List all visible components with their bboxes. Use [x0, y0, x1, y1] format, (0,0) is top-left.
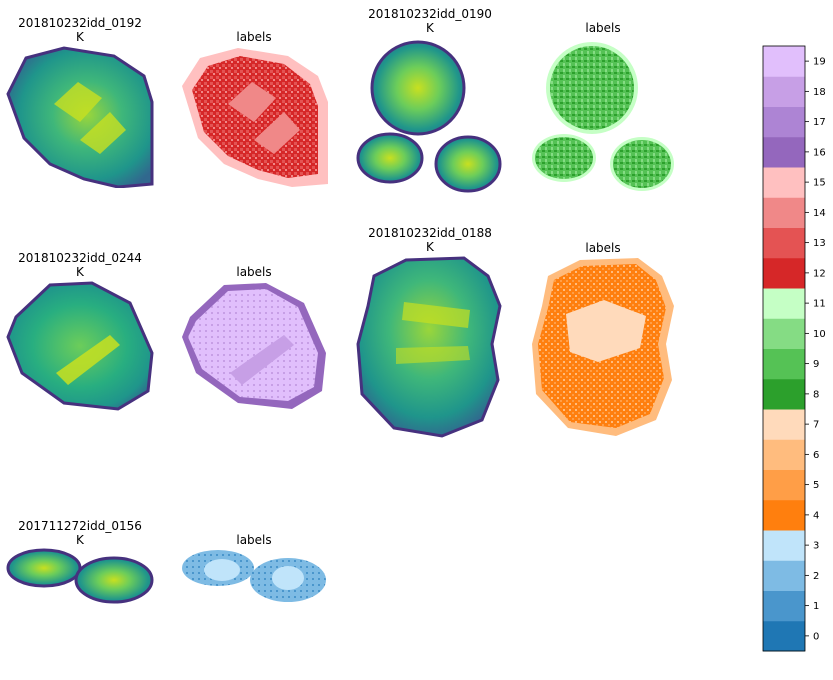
colorbar-tick-label-8: 8	[813, 389, 819, 400]
colorbar-segment-12	[763, 257, 805, 289]
colorbar-tick-label-0: 0	[813, 631, 819, 642]
colorbar-tick-label-3: 3	[813, 541, 819, 552]
colorbar-tick-label-17: 17	[813, 117, 826, 128]
labels-image-0192	[182, 48, 328, 187]
colorbar-segment-8	[763, 378, 805, 410]
colorbar-tick-label-11: 11	[813, 299, 826, 310]
colorbar-tick-label-6: 6	[813, 450, 819, 461]
label-band	[230, 335, 294, 385]
colorbar-tick-label-2: 2	[813, 571, 819, 582]
cell-blob	[6, 281, 154, 411]
label-region	[550, 46, 634, 130]
colorbar-tick-label-7: 7	[813, 420, 819, 431]
colorbar-segment-9	[763, 348, 805, 380]
panel-k-label: K	[426, 240, 434, 254]
labels-title-0156: labels	[236, 533, 271, 547]
bright-band	[396, 346, 470, 364]
labels-title-0192: labels	[236, 30, 271, 44]
labels-title-0244: labels	[236, 265, 271, 279]
colorbar-tick-label-5: 5	[813, 480, 819, 491]
colorbar-tick-label-12: 12	[813, 268, 826, 279]
colorbar-segment-0	[763, 620, 805, 652]
colorbar-segment-1	[763, 590, 805, 622]
sample-title-0156: 201711272idd_0156 K	[18, 519, 142, 547]
sample-name: 201711272idd_0156	[18, 519, 142, 533]
panel-labels-label: labels	[585, 21, 621, 35]
sample-title-0192: 201810232idd_0192 K	[18, 16, 142, 44]
colorbar-tick-label-19: 19	[813, 57, 826, 68]
cell-blob	[434, 135, 502, 193]
colorbar-tick-label-9: 9	[813, 359, 819, 370]
colorbar-segment-17	[763, 106, 805, 138]
bright-band	[56, 335, 120, 385]
sample-name: 201810232idd_0190	[368, 7, 492, 21]
labels-title-0188: labels	[585, 241, 620, 255]
colorbar-tick-label-10: 10	[813, 329, 826, 340]
panel-k-label: K	[426, 21, 434, 35]
label-region	[613, 140, 671, 188]
colorbar-segment-10	[763, 318, 805, 349]
sample-name: 201810232idd_0188	[368, 226, 492, 240]
bright-band	[80, 112, 126, 154]
colorbar-segment-14	[763, 197, 805, 228]
panel-k-label: K	[76, 533, 84, 547]
label-band	[228, 82, 276, 122]
colorbar-tick-label-4: 4	[813, 510, 819, 521]
colorbar-segment-15	[763, 167, 805, 198]
label-core	[566, 300, 646, 362]
colorbar-segment-7	[763, 409, 805, 440]
label-region	[188, 289, 318, 401]
colorbar-frame	[762, 45, 806, 652]
colorbar-tick-label-16: 16	[813, 147, 826, 158]
panel-labels-label: labels	[236, 30, 272, 44]
labels-image-0244	[182, 283, 326, 409]
k-image-0192	[6, 46, 154, 188]
bright-band	[54, 82, 102, 122]
colorbar-segment-19	[763, 46, 805, 77]
colorbar-segment-13	[763, 227, 805, 259]
panel-k-label: K	[76, 30, 84, 44]
colorbar-tick-label-1: 1	[813, 601, 819, 612]
k-image-0156	[6, 548, 154, 604]
cell-blob	[370, 40, 466, 136]
colorbar-segment-5	[763, 469, 805, 501]
colorbar-segment-3	[763, 530, 805, 561]
colorbar-tick-label-13: 13	[813, 238, 826, 249]
label-core	[272, 566, 304, 590]
colorbar-tick-label-18: 18	[813, 87, 826, 98]
k-image-0190	[356, 40, 502, 193]
cell-blob	[356, 256, 502, 438]
labels-title-0190: labels	[585, 21, 620, 35]
cell-blob	[356, 132, 424, 184]
cell-blob	[74, 556, 154, 604]
panel-labels-label: labels	[236, 265, 272, 279]
k-image-0188	[356, 256, 502, 438]
colorbar-segment-6	[763, 439, 805, 470]
panel-k-label: K	[76, 265, 84, 279]
label-region	[535, 137, 593, 179]
sample-title-0190: 201810232idd_0190 K	[368, 7, 492, 35]
labels-image-0188	[532, 258, 674, 436]
sample-title-0244: 201810232idd_0244 K	[18, 251, 142, 279]
colorbar-segment-4	[763, 499, 805, 531]
labels-image-0156	[182, 550, 326, 602]
colorbar-segment-2	[763, 560, 805, 591]
label-band	[254, 112, 300, 154]
panel-labels-label: labels	[585, 241, 621, 255]
sample-name: 201810232idd_0192	[18, 16, 142, 30]
bright-band	[402, 302, 470, 328]
colorbar-tick-label-15: 15	[813, 178, 826, 189]
colorbar-segment-11	[763, 288, 805, 319]
sample-title-0188: 201810232idd_0188 K	[368, 226, 492, 254]
panel-labels-label: labels	[236, 533, 272, 547]
colorbar-segment-16	[763, 136, 805, 168]
label-core	[204, 559, 240, 581]
k-image-0244	[6, 281, 154, 411]
sample-name: 201810232idd_0244	[18, 251, 142, 265]
labels-image-0190	[532, 42, 674, 191]
colorbar-tick-label-14: 14	[813, 208, 826, 219]
colorbar-segment-18	[763, 76, 805, 107]
